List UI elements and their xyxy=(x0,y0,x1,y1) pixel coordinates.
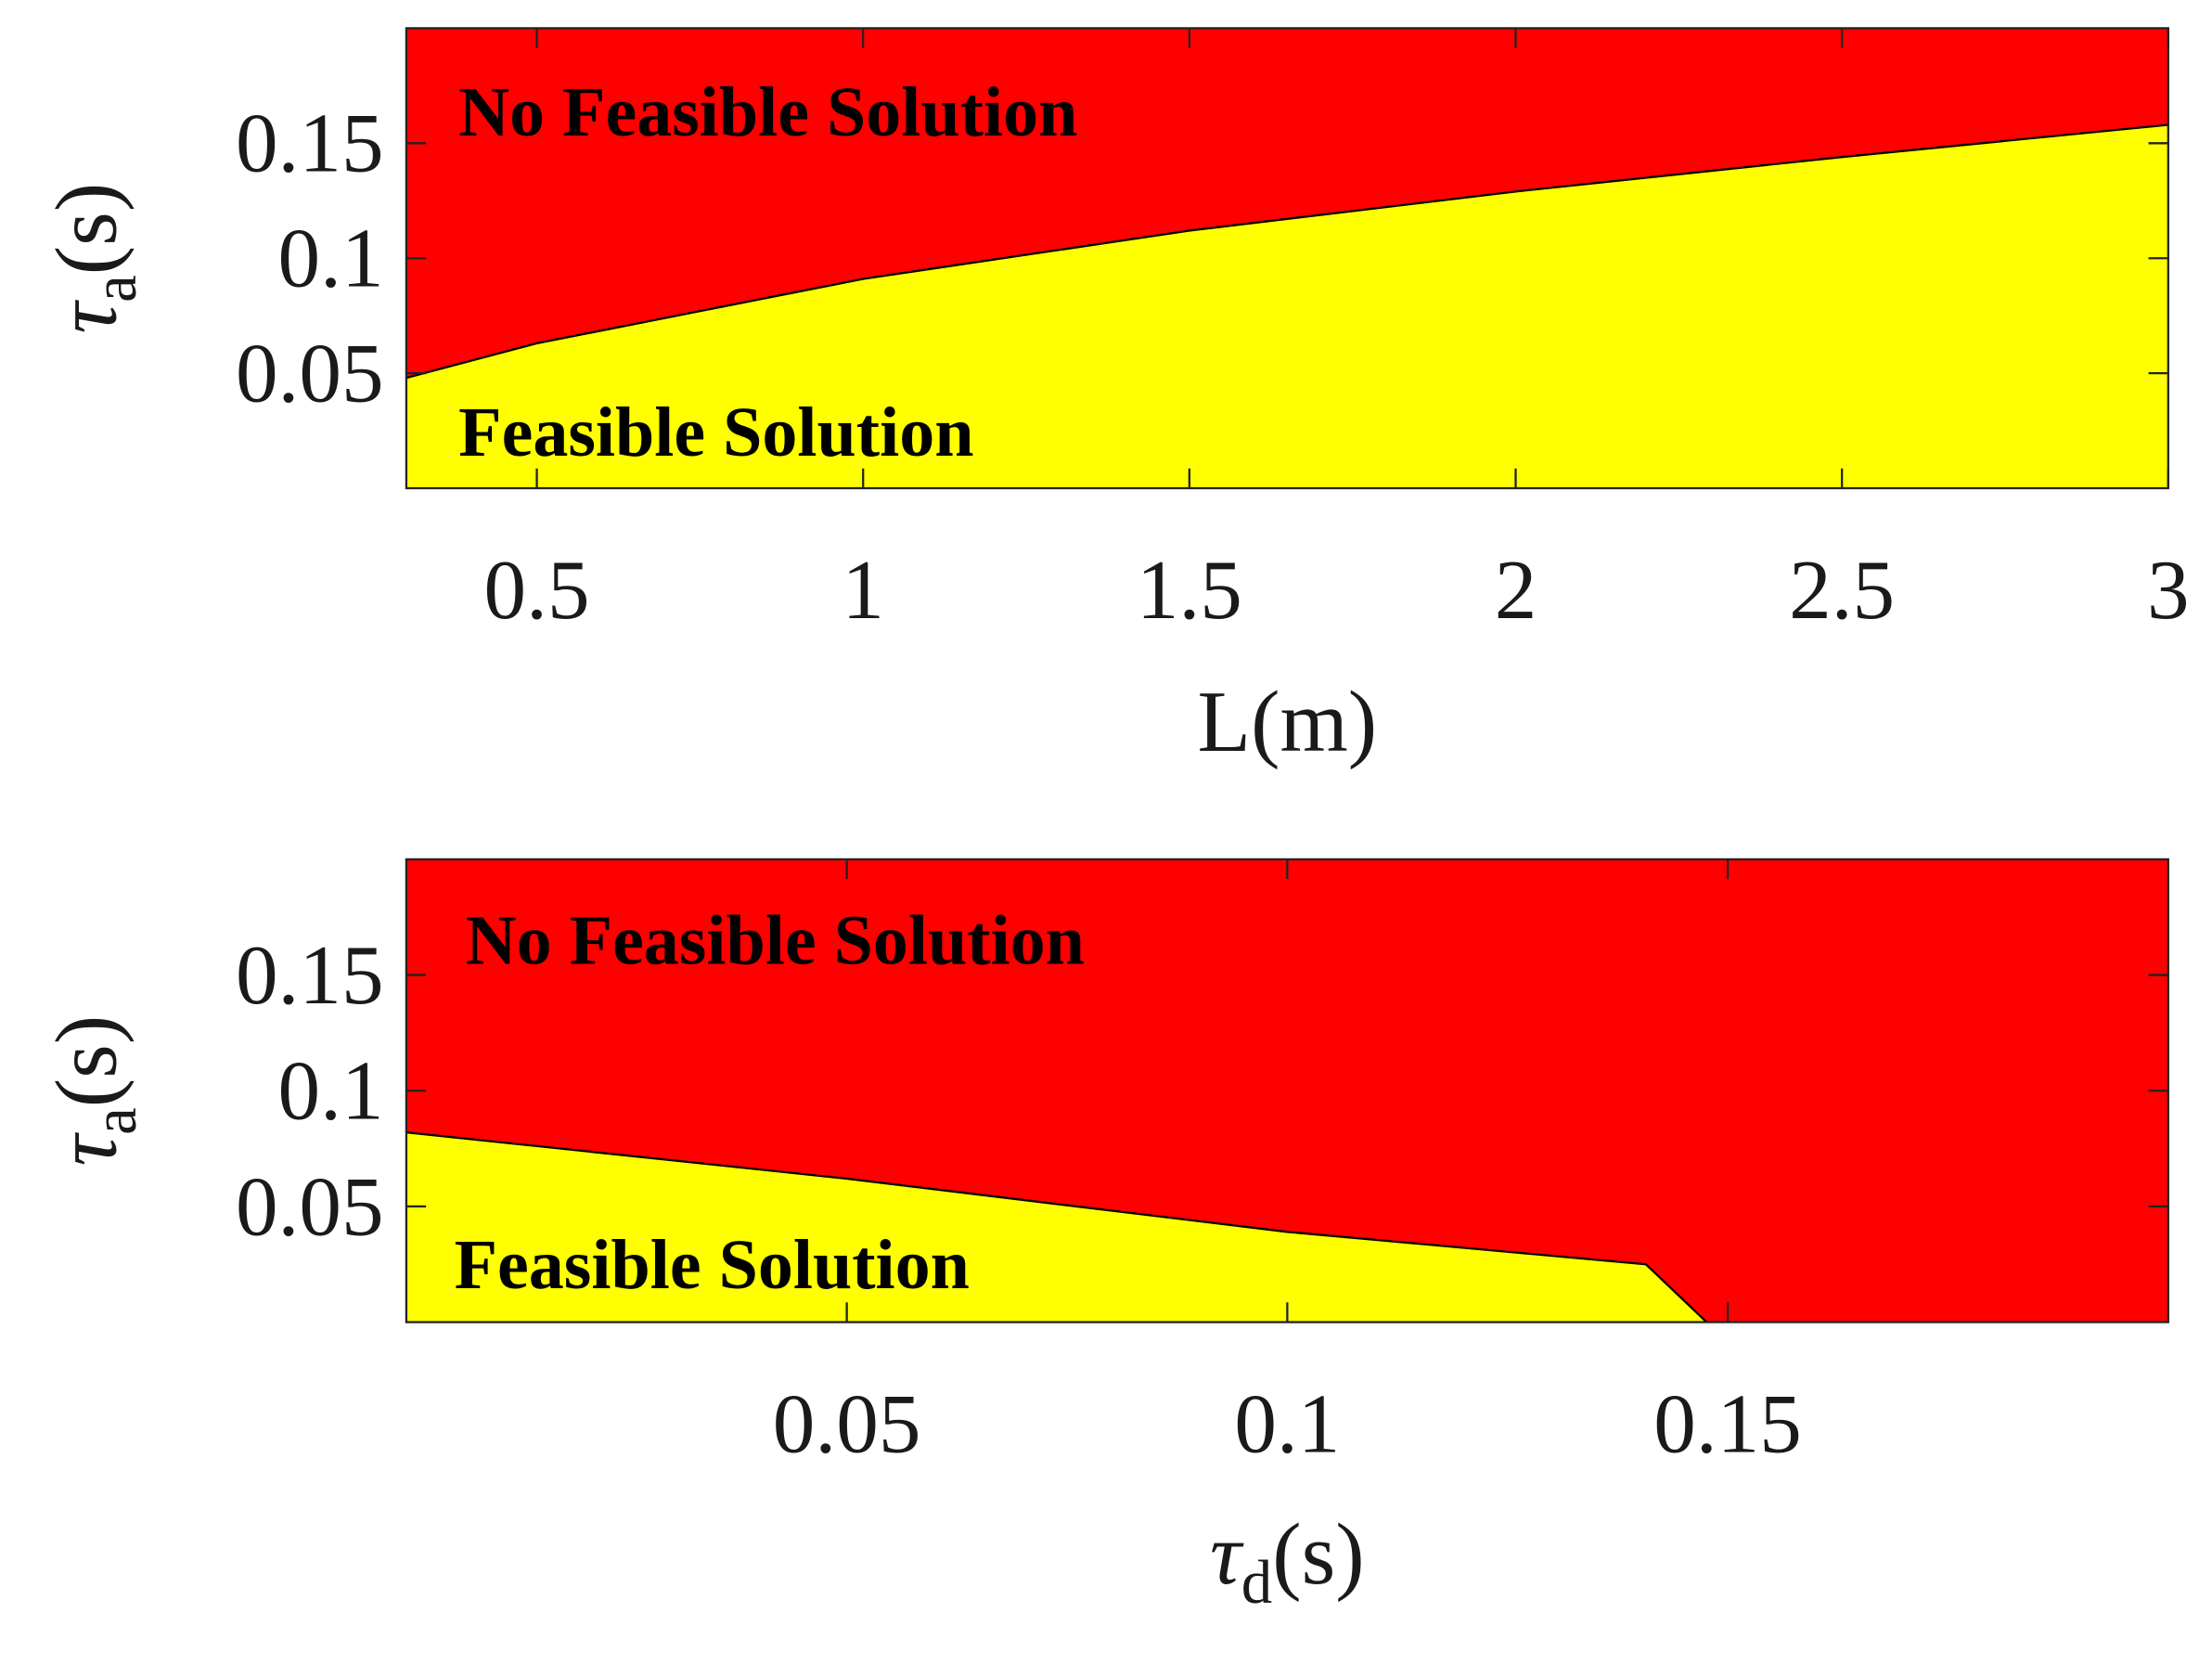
x-axis-label: τd(s) xyxy=(1210,1506,1365,1617)
y-axis-label: τa(s) xyxy=(39,183,149,334)
x-axis-label-unit: (s) xyxy=(1272,1506,1364,1603)
x-tick-label: 1.5 xyxy=(1137,543,1242,637)
x-axis-label-symbol: τ xyxy=(1210,1506,1244,1603)
y-axis-label-subscript: a xyxy=(81,1107,149,1135)
x-tick-label: 1 xyxy=(842,543,884,637)
y-tick-label: 0.1 xyxy=(278,1044,384,1138)
x-tick-label: 3 xyxy=(2147,543,2190,637)
y-axis-label-unit: (s) xyxy=(39,1015,135,1107)
x-tick-label: 0.15 xyxy=(1653,1376,1802,1470)
y-tick-label: 0.15 xyxy=(236,97,384,190)
y-tick-label: 0.05 xyxy=(236,327,384,420)
x-tick-label: 2.5 xyxy=(1789,543,1895,637)
boundary-line xyxy=(405,123,2168,380)
x-tick-label: 0.05 xyxy=(773,1376,921,1470)
x-axis-label: L(m) xyxy=(1198,674,1378,770)
feasible-area xyxy=(405,1132,1707,1323)
x-axis-label-subscript: d xyxy=(1241,1548,1272,1617)
y-axis-label-symbol: τ xyxy=(39,1132,135,1167)
y-tick-label: 0.05 xyxy=(236,1159,384,1253)
chart-panel: 0.05 0.1 0.15 0.05 0.1 0.15 No Feasible Soluti… xyxy=(39,858,2169,1617)
x-tick-label: 0.5 xyxy=(484,543,590,637)
region-annotation: No Feasible Solution xyxy=(466,901,1085,979)
boundary-line xyxy=(405,1130,1708,1323)
y-axis-label: τa(s) xyxy=(39,1015,149,1167)
x-tick-label: 2 xyxy=(1495,543,1537,637)
y-tick-label: 0.1 xyxy=(278,212,384,305)
y-tick-label: 0.15 xyxy=(236,928,384,1022)
y-axis-label-unit: (s) xyxy=(39,183,135,275)
region-annotation: No Feasible Solution xyxy=(458,73,1077,151)
region-annotation: Feasible Solution xyxy=(458,394,973,471)
chart-panel: 0.05 0.1 0.15 0.5 1 1.5 2 2.5 3 No Feasible Solut… xyxy=(39,27,2190,770)
feasible-area xyxy=(405,124,2168,489)
region-annotation: Feasible Solution xyxy=(455,1226,970,1304)
y-axis-label-subscript: a xyxy=(81,275,149,303)
x-tick-label: 0.1 xyxy=(1234,1376,1340,1470)
y-axis-label-symbol: τ xyxy=(39,300,135,334)
